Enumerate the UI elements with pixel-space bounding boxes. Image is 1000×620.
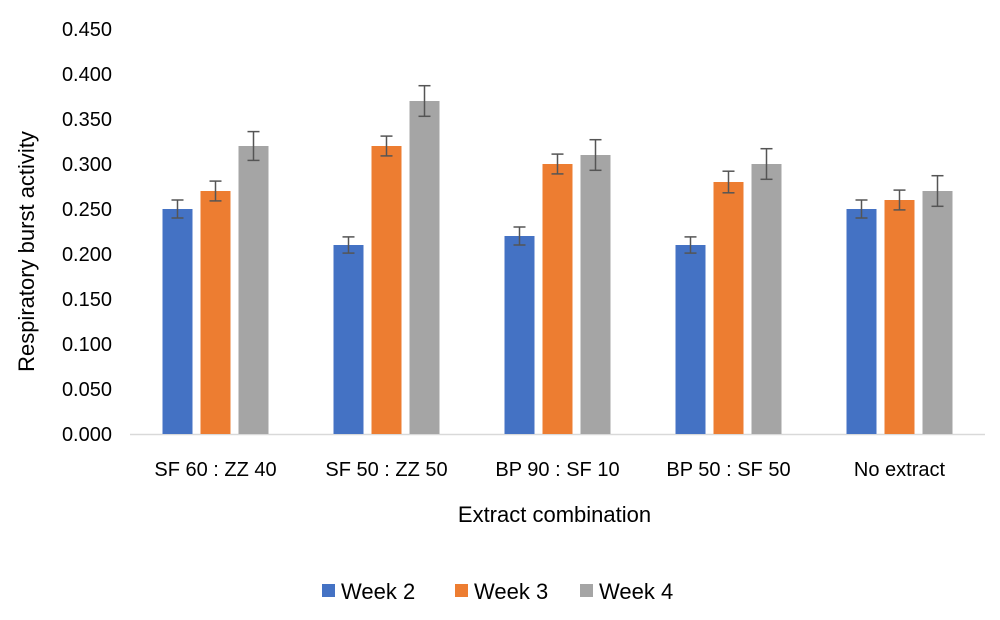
bar-week-3 xyxy=(542,164,573,434)
error-bar xyxy=(931,174,944,208)
bar-week-3 xyxy=(884,200,915,434)
x-tick-label: BP 50 : SF 50 xyxy=(666,459,790,481)
bar-week-4 xyxy=(922,191,953,434)
x-axis-tick-labels: SF 60 : ZZ 40 SF 50 : ZZ 50 BP 90 : SF 10 B… xyxy=(154,459,945,481)
bar-week-2 xyxy=(162,209,193,434)
bar-week-2 xyxy=(504,236,535,434)
error-bar xyxy=(209,180,222,202)
bar-week-4 xyxy=(238,146,269,434)
y-tick-label: 0.350 xyxy=(62,109,112,131)
error-bar xyxy=(684,236,697,254)
bar-week-4 xyxy=(580,155,611,434)
legend-swatch xyxy=(455,584,468,597)
legend-label: Week 2 xyxy=(341,579,415,604)
bar-week-2 xyxy=(333,245,364,434)
x-tick-label: SF 50 : ZZ 50 xyxy=(325,459,447,481)
error-bar xyxy=(513,226,526,246)
y-axis-tick-labels: 0.000 0.050 0.100 0.150 0.200 0.250 0.300 0.350… xyxy=(62,19,112,446)
legend-label: Week 4 xyxy=(599,579,673,604)
bar-week-4 xyxy=(751,164,782,434)
error-bar xyxy=(247,130,260,162)
legend-item: Week 4 xyxy=(580,579,673,604)
bar-week-3 xyxy=(371,146,402,434)
x-tick-label: SF 60 : ZZ 40 xyxy=(154,459,276,481)
bar-week-4 xyxy=(409,101,440,434)
y-tick-label: 0.400 xyxy=(62,64,112,86)
y-tick-label: 0.200 xyxy=(62,244,112,266)
bar-week-2 xyxy=(675,245,706,434)
bars xyxy=(162,101,953,434)
legend-item: Week 2 xyxy=(322,579,415,604)
error-bar xyxy=(722,170,735,194)
legend-item: Week 3 xyxy=(455,579,548,604)
bar-week-2 xyxy=(846,209,877,434)
legend-swatch xyxy=(580,584,593,597)
error-bar xyxy=(551,153,564,175)
y-axis-title: Respiratory burst activity xyxy=(14,131,39,372)
error-bar xyxy=(171,199,184,219)
legend: Week 2 Week 3 Week 4 xyxy=(322,579,673,604)
error-bar xyxy=(760,147,773,181)
error-bars xyxy=(171,84,944,254)
y-tick-label: 0.250 xyxy=(62,199,112,221)
error-bar xyxy=(855,199,868,219)
legend-label: Week 3 xyxy=(474,579,548,604)
y-tick-label: 0.050 xyxy=(62,379,112,401)
y-tick-label: 0.150 xyxy=(62,289,112,311)
y-tick-label: 0.300 xyxy=(62,154,112,176)
y-tick-label: 0.100 xyxy=(62,334,112,356)
y-tick-label: 0.000 xyxy=(62,424,112,446)
bar-week-3 xyxy=(713,182,744,434)
x-axis-title: Extract combination xyxy=(458,502,651,527)
error-bar xyxy=(342,236,355,254)
y-tick-label: 0.450 xyxy=(62,19,112,41)
legend-swatch xyxy=(322,584,335,597)
error-bar xyxy=(380,135,393,157)
x-tick-label: BP 90 : SF 10 xyxy=(495,459,619,481)
error-bar xyxy=(418,84,431,118)
error-bar xyxy=(589,138,602,172)
x-tick-label: No extract xyxy=(854,459,946,481)
bar-week-3 xyxy=(200,191,231,434)
error-bar xyxy=(893,189,906,211)
